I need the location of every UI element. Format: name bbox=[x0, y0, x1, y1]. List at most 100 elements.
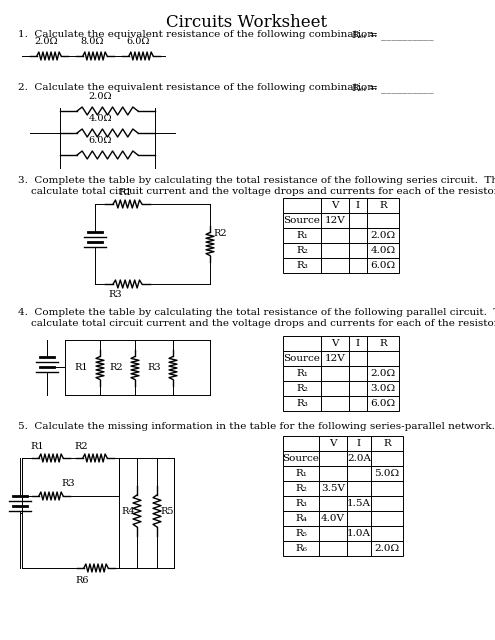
Bar bbox=[349, 213, 367, 228]
Bar bbox=[367, 198, 399, 213]
Text: 2.0Ω: 2.0Ω bbox=[370, 231, 396, 240]
Bar bbox=[319, 451, 347, 466]
Bar bbox=[349, 396, 367, 411]
Bar bbox=[349, 198, 367, 213]
Bar bbox=[321, 243, 349, 258]
Bar bbox=[347, 511, 371, 526]
Text: 6.0Ω: 6.0Ω bbox=[370, 399, 396, 408]
Text: R₁: R₁ bbox=[295, 469, 307, 478]
Bar bbox=[347, 496, 371, 511]
Bar bbox=[321, 396, 349, 411]
Bar bbox=[283, 451, 319, 466]
Bar bbox=[347, 436, 371, 451]
Bar bbox=[367, 336, 399, 351]
Bar bbox=[283, 366, 321, 381]
Bar bbox=[319, 526, 347, 541]
Text: R1: R1 bbox=[74, 364, 88, 372]
Text: 5.0Ω: 5.0Ω bbox=[374, 469, 399, 478]
Text: R₃: R₃ bbox=[295, 499, 307, 508]
Text: 1.5A: 1.5A bbox=[347, 499, 371, 508]
Bar bbox=[321, 351, 349, 366]
Text: R₂: R₂ bbox=[296, 384, 308, 393]
Text: 1.0A: 1.0A bbox=[347, 529, 371, 538]
Bar bbox=[319, 436, 347, 451]
Text: 2.0Ω: 2.0Ω bbox=[34, 37, 57, 46]
Bar bbox=[349, 366, 367, 381]
Text: calculate total circuit current and the voltage drops and currents for each of t: calculate total circuit current and the … bbox=[18, 187, 495, 196]
Bar bbox=[367, 243, 399, 258]
Bar bbox=[367, 351, 399, 366]
Bar bbox=[319, 481, 347, 496]
Text: 6.0Ω: 6.0Ω bbox=[126, 37, 149, 46]
Text: 2.0Ω: 2.0Ω bbox=[374, 544, 399, 553]
Text: R₂: R₂ bbox=[296, 246, 308, 255]
Bar bbox=[283, 198, 321, 213]
Bar bbox=[371, 451, 403, 466]
Bar bbox=[367, 366, 399, 381]
Bar bbox=[283, 213, 321, 228]
Text: Source: Source bbox=[283, 454, 319, 463]
Bar bbox=[349, 243, 367, 258]
Text: 3.0Ω: 3.0Ω bbox=[370, 384, 396, 393]
Bar bbox=[321, 228, 349, 243]
Bar bbox=[319, 496, 347, 511]
Bar bbox=[371, 511, 403, 526]
Text: V: V bbox=[329, 439, 337, 448]
Text: 2.0A: 2.0A bbox=[347, 454, 371, 463]
Text: I: I bbox=[357, 439, 361, 448]
Text: Rₑᵢ = __________: Rₑᵢ = __________ bbox=[352, 30, 434, 40]
Bar bbox=[321, 198, 349, 213]
Text: R₄: R₄ bbox=[295, 514, 307, 523]
Text: 6.0Ω: 6.0Ω bbox=[370, 261, 396, 270]
Text: R₃: R₃ bbox=[296, 261, 308, 270]
Bar bbox=[283, 466, 319, 481]
Bar bbox=[321, 381, 349, 396]
Text: Circuits Worksheet: Circuits Worksheet bbox=[166, 14, 328, 31]
Text: Source: Source bbox=[284, 354, 320, 363]
Bar bbox=[283, 396, 321, 411]
Text: R₅: R₅ bbox=[295, 529, 307, 538]
Text: Source: Source bbox=[284, 216, 320, 225]
Text: V: V bbox=[331, 201, 339, 210]
Bar bbox=[283, 511, 319, 526]
Text: 12V: 12V bbox=[325, 216, 346, 225]
Text: R1: R1 bbox=[118, 188, 132, 197]
Text: I: I bbox=[356, 339, 360, 348]
Text: R: R bbox=[379, 339, 387, 348]
Bar bbox=[319, 466, 347, 481]
Bar bbox=[347, 451, 371, 466]
Bar bbox=[371, 496, 403, 511]
Text: 4.  Complete the table by calculating the total resistance of the following para: 4. Complete the table by calculating the… bbox=[18, 308, 495, 317]
Bar bbox=[367, 258, 399, 273]
Bar bbox=[283, 541, 319, 556]
Text: R2: R2 bbox=[74, 442, 88, 451]
Bar bbox=[283, 243, 321, 258]
Text: I: I bbox=[356, 201, 360, 210]
Bar bbox=[283, 258, 321, 273]
Text: 4.0Ω: 4.0Ω bbox=[89, 114, 112, 123]
Text: 5.  Calculate the missing information in the table for the following series-para: 5. Calculate the missing information in … bbox=[18, 422, 495, 431]
Text: R₃: R₃ bbox=[296, 399, 308, 408]
Text: R3: R3 bbox=[61, 479, 75, 488]
Bar bbox=[283, 436, 319, 451]
Bar bbox=[367, 228, 399, 243]
Bar bbox=[283, 526, 319, 541]
Text: R4: R4 bbox=[121, 506, 135, 515]
Bar bbox=[349, 381, 367, 396]
Text: 3.5V: 3.5V bbox=[321, 484, 345, 493]
Text: R1: R1 bbox=[30, 442, 44, 451]
Bar bbox=[367, 396, 399, 411]
Text: R₂: R₂ bbox=[295, 484, 307, 493]
Bar bbox=[283, 481, 319, 496]
Bar bbox=[367, 213, 399, 228]
Bar bbox=[347, 481, 371, 496]
Bar bbox=[371, 466, 403, 481]
Bar bbox=[349, 258, 367, 273]
Text: R2: R2 bbox=[213, 230, 227, 239]
Text: 4.0Ω: 4.0Ω bbox=[370, 246, 396, 255]
Text: R2: R2 bbox=[109, 364, 123, 372]
Text: 2.0Ω: 2.0Ω bbox=[89, 92, 112, 101]
Text: 3.  Complete the table by calculating the total resistance of the following seri: 3. Complete the table by calculating the… bbox=[18, 176, 495, 185]
Bar bbox=[321, 336, 349, 351]
Bar bbox=[319, 511, 347, 526]
